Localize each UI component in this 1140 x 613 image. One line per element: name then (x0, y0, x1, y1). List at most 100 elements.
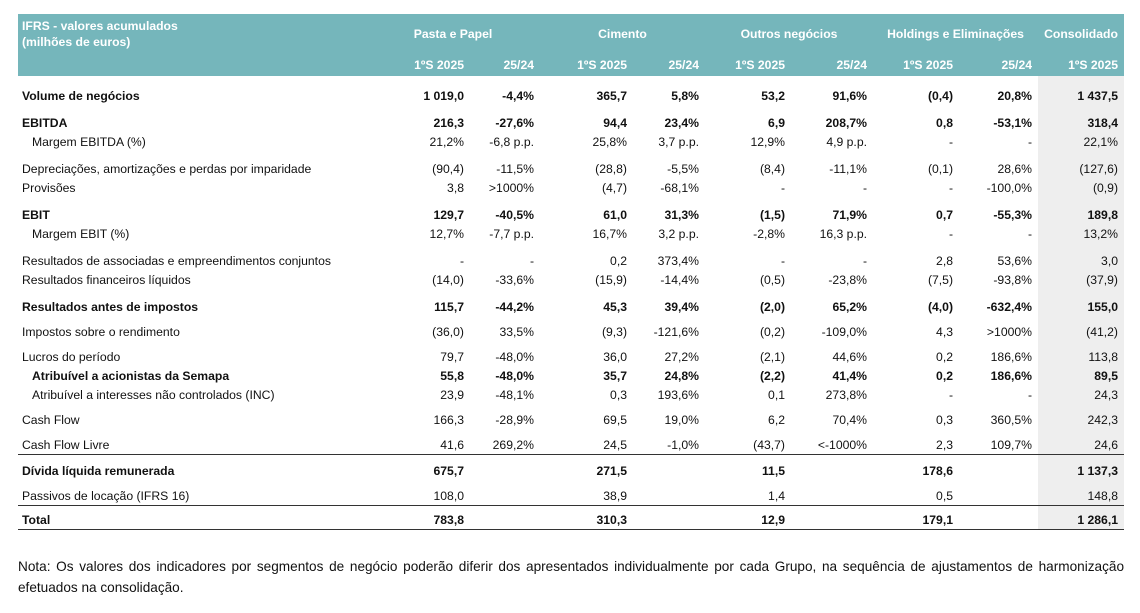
value-cell: 109,7% (990, 437, 1032, 452)
value-cell: -48,0% (495, 368, 534, 383)
spacer-cell (873, 197, 959, 205)
table-row: Total 783,8 310,3 12,9 179,1 1 286,1 (18, 510, 1124, 530)
spacer-cell (633, 454, 705, 461)
spacer-cell (366, 289, 470, 297)
value-cell: (2,0) (759, 299, 785, 314)
spacer-cell (470, 76, 540, 86)
spacer-cell (705, 289, 791, 297)
value-cell: 4,3 (936, 324, 953, 339)
value-cell: 6,9 (768, 115, 785, 130)
change-header: 25/24 (959, 54, 1038, 76)
value-cell: 94,4 (603, 115, 627, 130)
value-cell: >1000% (986, 324, 1032, 339)
value-cell: (90,4) (432, 161, 464, 176)
value-cell: (4,0) (927, 299, 953, 314)
value-cell: -14,4% (660, 272, 699, 287)
value-cell: 216,3 (433, 115, 465, 130)
spacer-cell (1038, 505, 1124, 510)
spacer-row (18, 505, 1124, 510)
spacer-cell (1038, 289, 1124, 297)
value-cell: (9,3) (601, 324, 627, 339)
spacer-cell (873, 151, 959, 159)
row-label: Cash Flow (22, 412, 80, 427)
value-cell: 20,8% (997, 88, 1032, 103)
spacer-cell (366, 454, 470, 461)
value-cell: 53,6% (997, 253, 1032, 268)
value-cell: - (862, 253, 867, 268)
segment-header-holdings: Holdings e Eliminações (873, 14, 1038, 54)
value-cell: (0,5) (759, 272, 785, 287)
value-cell: 113,8 (1038, 347, 1124, 366)
table-row: EBIT 129,7 -40,5% 61,0 31,3% (1,5) 71,9% 0,7 -55… (18, 205, 1124, 224)
value-cell: (0,4) (927, 88, 953, 103)
value-cell: 365,7 (596, 88, 628, 103)
value-cell: - (1027, 226, 1032, 241)
value-cell: 1,4 (768, 488, 785, 503)
value-cell: 27,2% (664, 349, 699, 364)
value-cell: -53,1% (993, 115, 1032, 130)
value-cell: (36,0) (432, 324, 464, 339)
value-cell: 44,6% (832, 349, 867, 364)
spacer-row (18, 151, 1124, 159)
value-cell: (4,7) (601, 180, 627, 195)
value-cell: (15,9) (595, 272, 627, 287)
spacer-row (18, 454, 1124, 461)
table-row: Cash Flow 166,3 -28,9% 69,5 19,0% 6,2 70,4% 0,3… (18, 410, 1124, 429)
table-row: Volume de negócios 1 019,0 -4,4% 365,7 5,8% 5… (18, 86, 1124, 105)
spacer-cell (959, 105, 1038, 113)
header-blank-cell (18, 54, 366, 76)
value-cell: - (780, 253, 785, 268)
spacer-cell (1038, 105, 1124, 113)
value-cell: (28,8) (595, 161, 627, 176)
value-cell: -44,2% (495, 299, 534, 314)
spacer-cell (873, 76, 959, 86)
value-cell: 179,1 (873, 510, 959, 530)
table-title-line2: (milhões de euros) (22, 35, 131, 49)
value-cell: -93,8% (993, 272, 1032, 287)
value-cell: -11,1% (829, 161, 867, 176)
value-cell: -48,1% (495, 387, 534, 402)
spacer-cell (540, 76, 633, 86)
value-cell: 186,6% (990, 349, 1032, 364)
footnote: Nota: Os valores dos indicadores por seg… (18, 559, 1124, 595)
value-cell: -40,5% (495, 207, 534, 222)
table-row: Passivos de locação (IFRS 16) 108,0 38,9 1,… (18, 486, 1124, 506)
value-cell (959, 461, 1038, 480)
row-label: Margem EBITDA (%) (32, 134, 146, 149)
spacer-row (18, 197, 1124, 205)
value-cell: 61,0 (603, 207, 627, 222)
spacer-cell (705, 151, 791, 159)
spacer-cell (791, 151, 873, 159)
spacer-cell (633, 76, 705, 86)
value-cell: - (948, 226, 953, 241)
value-cell: (41,2) (1038, 322, 1124, 341)
value-cell: 0,7 (936, 207, 953, 222)
value-cell: - (948, 180, 953, 195)
value-cell: 189,8 (1038, 205, 1124, 224)
table-row: Atribuível a acionistas da Semapa 55,8 -48… (18, 366, 1124, 385)
value-cell (470, 510, 540, 530)
value-cell: 3,2 p.p. (658, 226, 699, 241)
value-cell: (8,4) (759, 161, 785, 176)
value-cell: 129,7 (433, 207, 465, 222)
spacer-cell (470, 505, 540, 510)
value-cell: - (1027, 387, 1032, 402)
spacer-row (18, 289, 1124, 297)
period-header: 1ºS 2025 (366, 54, 470, 76)
value-cell: -6,8 p.p. (489, 134, 534, 149)
value-cell: 318,4 (1038, 113, 1124, 132)
value-cell: 24,8% (664, 368, 699, 383)
period-header: 1ºS 2025 (540, 54, 633, 76)
value-cell: 3,7 p.p. (658, 134, 699, 149)
row-label: Depreciações, amortizações e perdas por … (22, 161, 312, 176)
spacer-cell (18, 197, 366, 205)
row-label: Resultados de associadas e empreendiment… (22, 253, 331, 268)
value-cell: 783,8 (366, 510, 470, 530)
spacer-cell (540, 243, 633, 251)
value-cell: 2,8 (936, 253, 953, 268)
spacer-cell (1038, 454, 1124, 461)
spacer-cell (959, 289, 1038, 297)
spacer-cell (18, 505, 366, 510)
value-cell: -23,8% (828, 272, 867, 287)
value-cell: -5,5% (667, 161, 699, 176)
